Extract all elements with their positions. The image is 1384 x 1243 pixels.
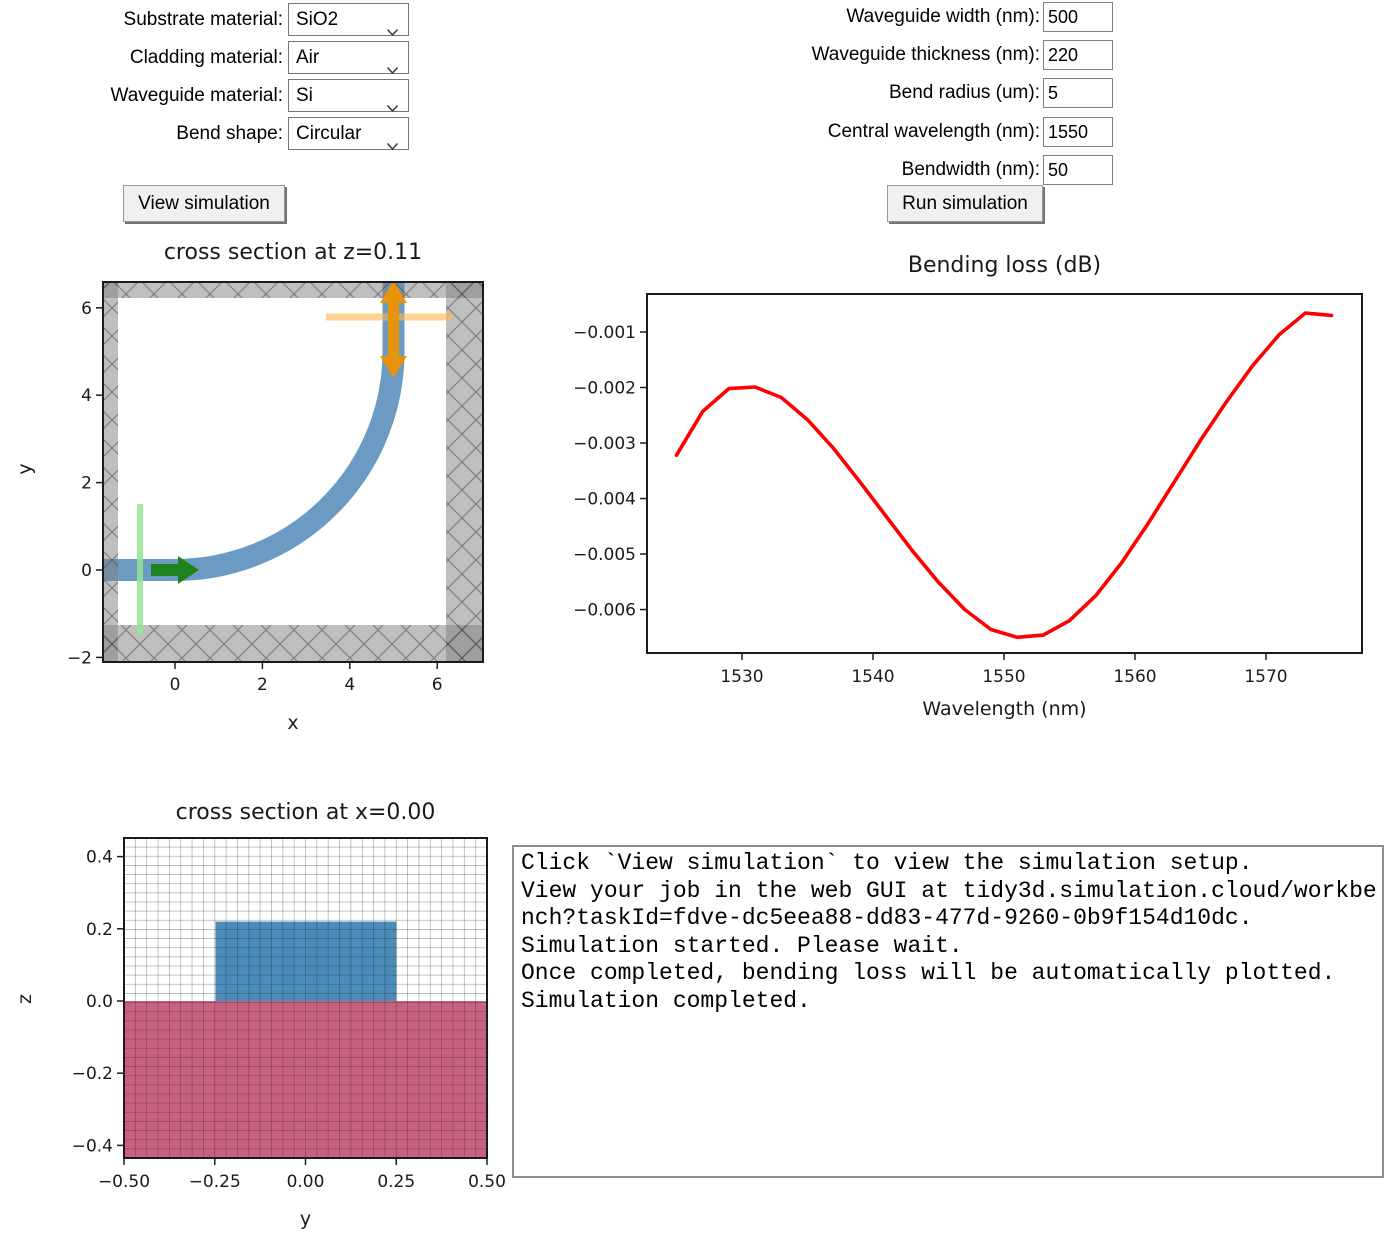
bend-shape-label: Bend shape:: [176, 123, 283, 144]
cladding-material-label: Cladding material:: [129, 47, 283, 68]
tick-label: 1560: [1113, 667, 1156, 687]
substrate-region: [124, 1001, 487, 1158]
bend-shape-value: Circular: [296, 123, 362, 144]
bend-plot-title: cross section at z=0.11: [163, 240, 423, 265]
bending-loss-chart: 1530 1540 1550 1560 1570 −0.001 −0.002 −0.003 −0…: [573, 293, 1363, 687]
waveguide-material-label: Waveguide material:: [110, 85, 283, 106]
tick-label: −0.2: [72, 1064, 113, 1084]
flux-monitor-arrow-icon: [380, 281, 407, 378]
waveguide-width-input[interactable]: [1043, 2, 1113, 32]
pml-boundary-regions: [103, 282, 483, 662]
tick-label: 0.4: [86, 848, 113, 868]
central-wavelength-input[interactable]: [1043, 117, 1113, 147]
bend-plot-xlabel: x: [287, 712, 299, 734]
tick-label: 6: [81, 299, 92, 319]
tick-label: 0.00: [287, 1172, 325, 1192]
axes-frame: [646, 293, 1363, 654]
chevron-down-icon: [386, 54, 399, 85]
tick-label: −0.003: [573, 434, 636, 454]
tick-label: 0.2: [86, 920, 113, 940]
tick-label: 0: [170, 675, 181, 695]
tick-label: 4: [81, 386, 92, 406]
bend-shape-select[interactable]: Circular: [288, 117, 409, 151]
tick-label: −0.005: [573, 545, 636, 565]
mode-source-arrow-icon: [151, 556, 199, 584]
waveguide-thickness-label: Waveguide thickness (nm):: [811, 44, 1040, 65]
central-wavelength-label: Central wavelength (nm):: [827, 121, 1040, 142]
bendwidth-label: Bendwidth (nm):: [901, 159, 1040, 180]
waveguide-material-value: Si: [296, 85, 313, 106]
tick-label: 0.25: [377, 1172, 415, 1192]
bend-radius-input[interactable]: [1043, 78, 1113, 108]
chevron-down-icon: [386, 130, 399, 161]
tick-label: 2: [81, 474, 92, 494]
cladding-material-value: Air: [296, 47, 320, 68]
tick-label: 1570: [1244, 667, 1287, 687]
waveguide-core-region: [215, 921, 397, 1001]
tick-label: 0.0: [86, 992, 113, 1012]
bending-loss-curve: [674, 311, 1334, 640]
tick-label: 0.50: [468, 1172, 506, 1192]
axes-frame: [102, 281, 484, 663]
waveguide-cross-section-plot: −0.50 −0.25 0.00 0.25 0.50 0.4 0.2 0.0 −0.2 −0.4: [72, 837, 506, 1192]
mode-source-plane-line: [137, 504, 143, 635]
tick-label: −0.50: [98, 1172, 150, 1192]
cladding-material-select[interactable]: Air: [288, 41, 409, 75]
tick-label: −2: [67, 648, 92, 668]
chevron-down-icon: [386, 92, 399, 123]
tick-label: 1530: [720, 667, 763, 687]
bend-cross-section-plot: 0 2 4 6 6 4 2 0 −2: [67, 281, 484, 695]
waveguide-material-select[interactable]: Si: [288, 79, 409, 113]
waveguide-thickness-input[interactable]: [1043, 40, 1113, 70]
bend-plot-ylabel: y: [14, 463, 36, 475]
substrate-material-value: SiO2: [296, 9, 339, 30]
tick-label: −0.004: [573, 490, 636, 510]
tick-label: 6: [432, 675, 443, 695]
waveguide-width-label: Waveguide width (nm):: [846, 6, 1040, 27]
view-simulation-button[interactable]: View simulation: [123, 185, 285, 222]
cross-section-xlabel: y: [299, 1208, 312, 1230]
waveguide-bend-shape: [103, 282, 405, 581]
tick-label: 1540: [851, 667, 894, 687]
substrate-material-select[interactable]: SiO2: [288, 3, 409, 37]
substrate-material-label: Substrate material:: [123, 9, 283, 30]
console-output: Click `View simulation` to view the simu…: [512, 845, 1384, 1178]
cross-section-ylabel: z: [14, 994, 36, 1004]
cross-section-title: cross section at x=0.00: [175, 800, 436, 825]
bending-loss-xlabel: Wavelength (nm): [922, 698, 1087, 720]
bendwidth-input[interactable]: [1043, 155, 1113, 185]
bending-loss-title: Bending loss (dB): [907, 253, 1102, 278]
console-output-text: Click `View simulation` to view the simu…: [521, 850, 1377, 1014]
tick-label: 4: [344, 675, 355, 695]
tick-label: −0.001: [573, 323, 636, 343]
bend-radius-label: Bend radius (um):: [888, 82, 1040, 103]
tick-label: 0: [81, 561, 92, 581]
run-simulation-button[interactable]: Run simulation: [887, 185, 1043, 222]
tick-label: 2: [257, 675, 268, 695]
tick-label: 1550: [982, 667, 1025, 687]
tick-label: −0.006: [573, 601, 636, 621]
tick-label: −0.25: [189, 1172, 241, 1192]
chevron-down-icon: [386, 16, 399, 47]
tick-label: −0.4: [72, 1136, 113, 1156]
tick-label: −0.002: [573, 379, 636, 399]
